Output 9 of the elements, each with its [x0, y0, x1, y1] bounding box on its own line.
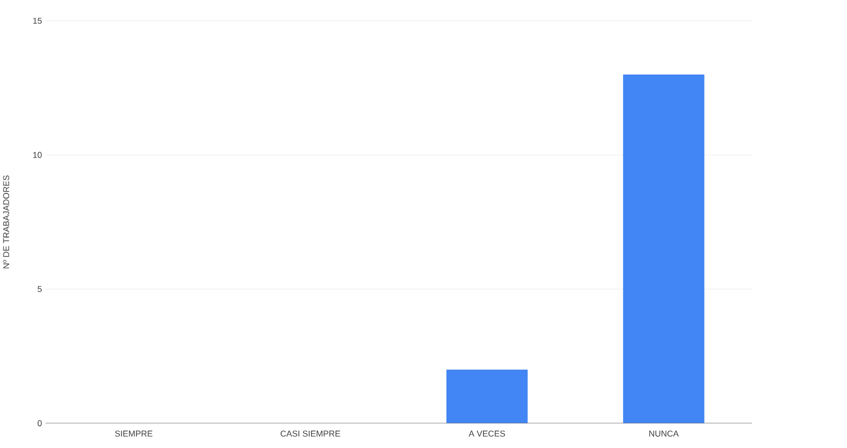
x-tick-label: SIEMPRE	[115, 430, 152, 437]
y-tick-label: 0	[38, 420, 42, 426]
y-axis-title: Nº DE TRABAJADORES	[3, 176, 10, 268]
x-tick-label: A VECES	[468, 430, 506, 437]
y-tick-label: 5	[38, 286, 42, 292]
x-tick-label: NUNCA	[649, 430, 679, 437]
y-tick-label: 10	[33, 152, 42, 158]
x-tick-label: CASI SIEMPRE	[280, 430, 340, 437]
y-tick-label: 15	[33, 18, 42, 24]
